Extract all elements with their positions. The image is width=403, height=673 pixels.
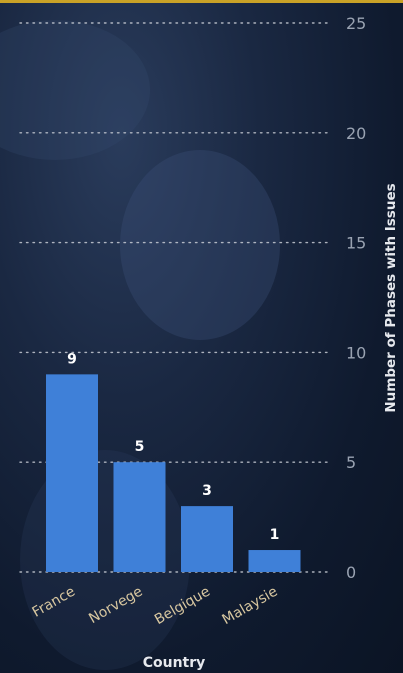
y-axis-title: Number of Phases with Issues — [383, 183, 399, 412]
x-tick-label: France — [30, 584, 78, 621]
bar — [113, 462, 166, 572]
y-tick-label: 5 — [346, 453, 356, 472]
x-tick-label: Malaysie — [219, 584, 280, 628]
bar — [248, 550, 301, 572]
x-axis-title: Country — [143, 655, 206, 671]
data-label: 3 — [202, 483, 212, 499]
y-tick-label: 15 — [346, 234, 366, 253]
y-tick-label: 20 — [346, 124, 366, 143]
data-label: 9 — [67, 351, 77, 367]
data-label: 1 — [270, 527, 280, 543]
x-tick-label: Norvege — [86, 584, 145, 627]
x-tick-label: Belgique — [152, 584, 213, 628]
bar — [46, 374, 98, 572]
y-tick-label: 10 — [346, 343, 366, 362]
y-tick-label: 25 — [346, 14, 366, 33]
y-tick-label: 0 — [346, 563, 356, 582]
bar — [181, 506, 233, 572]
data-label: 5 — [135, 439, 145, 455]
